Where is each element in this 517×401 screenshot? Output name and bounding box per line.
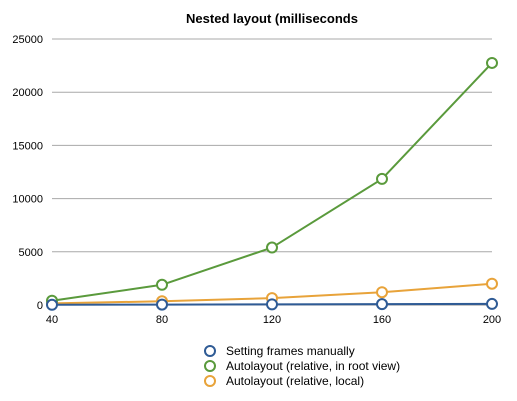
y-tick-label: 5000: [19, 247, 43, 259]
y-tick-label: 0: [37, 300, 43, 312]
legend-marker-icon: [204, 345, 216, 357]
y-tick-label: 25000: [12, 34, 43, 46]
y-tick-label: 15000: [12, 140, 43, 152]
grid-lines: [52, 38, 492, 253]
legend-label: Autolayout (relative, in root view): [226, 359, 400, 373]
legend-marker-icon: [204, 375, 216, 387]
y-tick-label: 10000: [12, 194, 43, 206]
series-line: [51, 62, 493, 302]
data-point: [486, 277, 498, 290]
data-point: [266, 298, 278, 311]
series-setting-frames-manually: [46, 297, 498, 311]
y-tick-label: 20000: [12, 87, 43, 99]
data-point: [376, 298, 388, 311]
legend-label: Autolayout (relative, local): [226, 374, 364, 388]
series-group: [46, 56, 498, 311]
x-tick-label: 200: [483, 314, 501, 326]
data-point: [376, 286, 388, 299]
legend-item: Autolayout (relative, in root view): [204, 359, 400, 373]
data-point: [46, 298, 58, 311]
data-point: [486, 56, 498, 69]
legend-marker-icon: [204, 360, 216, 372]
x-tick-label: 160: [373, 314, 391, 326]
x-tick-label: 80: [156, 314, 168, 326]
chart-title: Nested layout (milliseconds: [186, 11, 358, 26]
data-point: [156, 278, 168, 291]
x-tick-label: 40: [46, 314, 58, 326]
data-point: [156, 298, 168, 311]
legend-item: Autolayout (relative, local): [204, 374, 364, 388]
legend-item: Setting frames manually: [204, 344, 355, 358]
data-point: [486, 297, 498, 310]
x-tick-label: 120: [263, 314, 281, 326]
series-autolayout-relative-in-root-view: [46, 56, 498, 307]
data-point: [266, 241, 278, 254]
legend-label: Setting frames manually: [226, 344, 355, 358]
axes: 0 5000 10000 15000 20000 25000 40 80 120 160 200: [12, 34, 501, 326]
data-point: [376, 172, 388, 185]
